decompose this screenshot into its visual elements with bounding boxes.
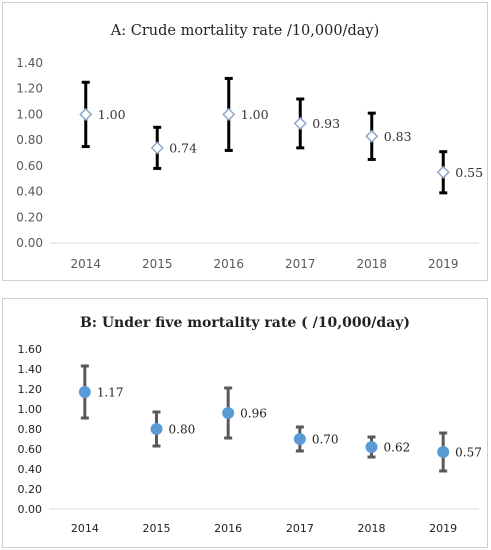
data-label-a: 0.83 bbox=[384, 129, 412, 144]
data-point-a bbox=[293, 116, 307, 130]
y-tick-label-a: 0.40 bbox=[16, 185, 43, 199]
data-point-b bbox=[437, 446, 450, 458]
x-tick-label-b: 2014 bbox=[71, 522, 99, 535]
chart-a-plot: 0.00 0.20 0.40 0.60 0.80 1.00 1.20 1.40 2014 2015… bbox=[16, 56, 483, 271]
y-tick-label-b: 1.00 bbox=[18, 403, 43, 416]
data-label-b: 0.96 bbox=[240, 407, 267, 421]
x-tick-label-a: 2017 bbox=[285, 257, 316, 271]
data-point-a bbox=[222, 107, 236, 121]
data-point-b bbox=[78, 386, 91, 398]
x-tick-label-b: 2019 bbox=[429, 522, 457, 535]
x-tick-label-a: 2019 bbox=[428, 257, 459, 271]
x-tick-label-b: 2016 bbox=[214, 522, 242, 535]
y-tick-label-b: 0.40 bbox=[18, 463, 43, 476]
data-point-b bbox=[293, 433, 306, 445]
x-tick-label-a: 2018 bbox=[356, 257, 387, 271]
y-tick-label-a: 0.60 bbox=[16, 159, 43, 173]
data-point-b bbox=[222, 407, 235, 419]
y-tick-label-a: 0.20 bbox=[16, 210, 43, 224]
y-tick-label-a: 0.00 bbox=[16, 236, 43, 250]
data-label-b: 0.80 bbox=[169, 423, 196, 437]
y-tick-label-b: 1.20 bbox=[18, 383, 43, 396]
chart-title-a: A: Crude mortality rate /10,000/day) bbox=[110, 23, 380, 39]
data-label-a: 0.93 bbox=[312, 116, 340, 131]
x-tick-label-b: 2015 bbox=[143, 522, 171, 535]
y-tick-label-b: 1.60 bbox=[18, 343, 43, 356]
data-point-b bbox=[365, 441, 378, 453]
x-tick-label-b: 2018 bbox=[358, 522, 386, 535]
chart-panel-b: B: Under five mortality rate ( /10,000/d… bbox=[2, 298, 488, 548]
x-tick-label-a: 2015 bbox=[142, 257, 173, 271]
data-point-a bbox=[79, 107, 93, 121]
data-point-b bbox=[150, 423, 163, 435]
data-label-b: 0.62 bbox=[384, 441, 411, 455]
y-tick-label-b: 0.20 bbox=[18, 483, 43, 496]
data-point-a bbox=[365, 129, 379, 143]
y-tick-label-b: 1.40 bbox=[18, 363, 43, 376]
chart-title-b: B: Under five mortality rate ( /10,000/d… bbox=[79, 315, 411, 331]
x-tick-label-b: 2017 bbox=[286, 522, 314, 535]
data-label-a: 1.00 bbox=[241, 107, 269, 122]
data-label-b: 1.17 bbox=[97, 386, 124, 400]
data-label-a: 0.55 bbox=[455, 165, 483, 180]
y-tick-label-a: 0.80 bbox=[16, 133, 43, 147]
data-point-a bbox=[436, 165, 450, 179]
x-tick-label-a: 2014 bbox=[70, 257, 101, 271]
data-label-b: 0.57 bbox=[455, 446, 482, 460]
data-label-b: 0.70 bbox=[312, 433, 339, 447]
data-label-a: 1.00 bbox=[98, 107, 126, 122]
chart-b-plot: 0.00 0.20 0.40 0.60 0.80 1.00 1.20 1.40 1.60 2014… bbox=[18, 343, 482, 535]
y-tick-label-b: 0.00 bbox=[18, 503, 43, 516]
y-tick-label-b: 0.60 bbox=[18, 443, 43, 456]
data-point-a bbox=[150, 141, 164, 155]
y-tick-label-a: 1.40 bbox=[16, 56, 43, 70]
y-tick-label-a: 1.20 bbox=[16, 82, 43, 96]
x-tick-label-a: 2016 bbox=[213, 257, 244, 271]
chart-panel-a: A: Crude mortality rate /10,000/day) 0.0… bbox=[2, 2, 488, 281]
data-label-a: 0.74 bbox=[169, 140, 197, 155]
y-tick-label-a: 1.00 bbox=[16, 107, 43, 121]
y-tick-label-b: 0.80 bbox=[18, 423, 43, 436]
